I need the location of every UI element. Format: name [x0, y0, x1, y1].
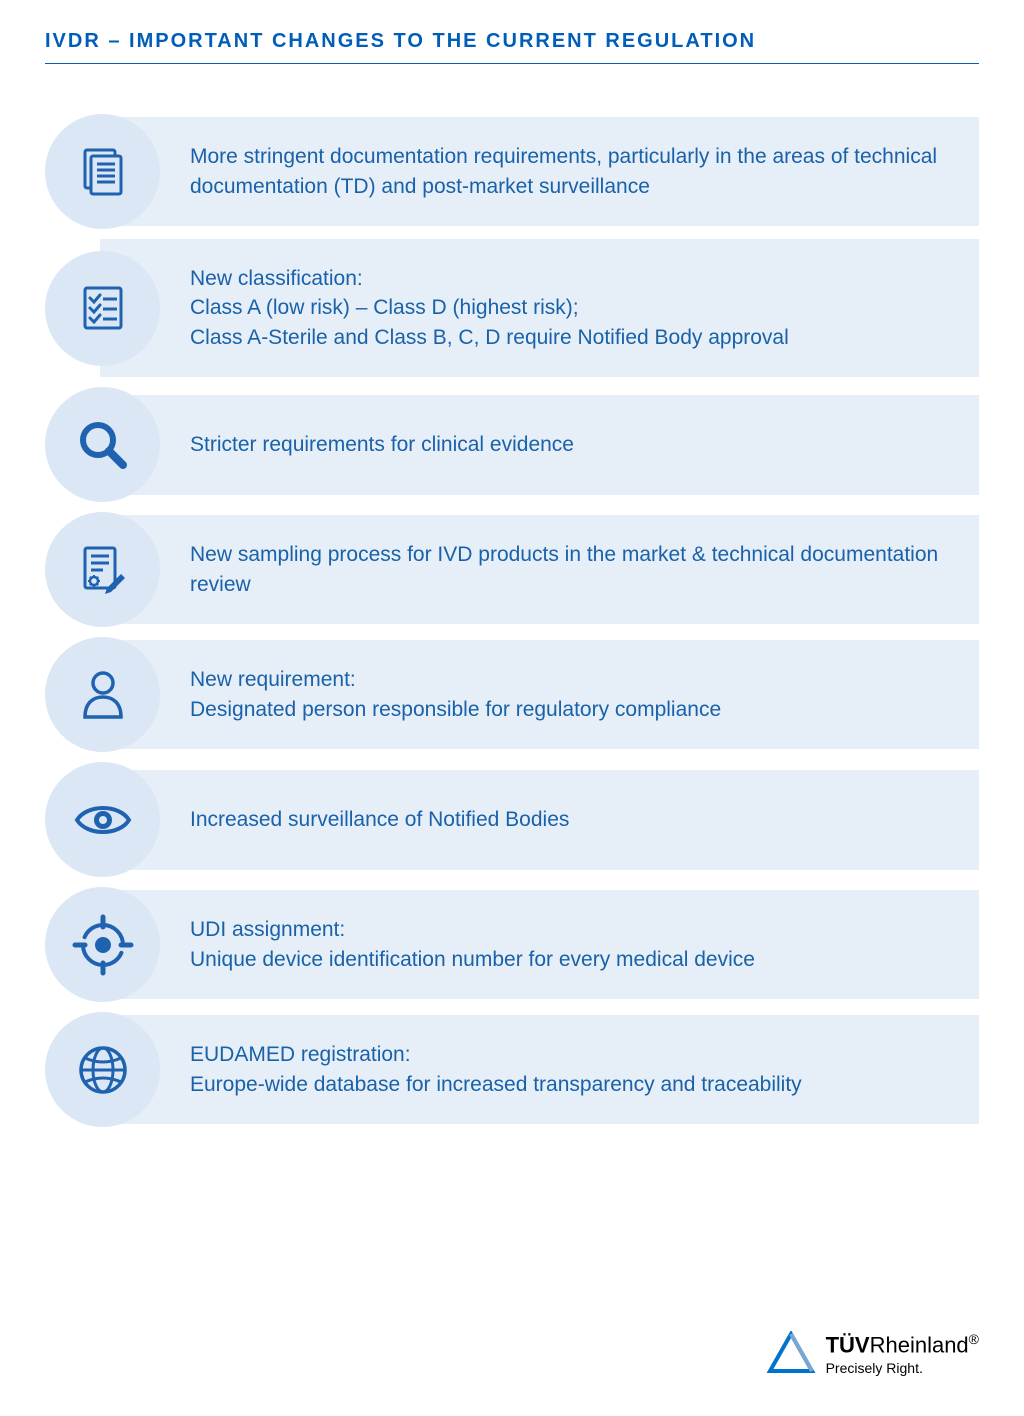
info-row: Stricter requirements for clinical evide…: [45, 387, 979, 502]
info-text: More stringent documentation requirement…: [100, 117, 979, 226]
info-row: EUDAMED registration: Europe-wide databa…: [45, 1012, 979, 1127]
tuv-triangle-icon: [766, 1331, 816, 1376]
target-icon: [45, 887, 160, 1002]
info-row: New classification: Class A (low risk) –…: [45, 239, 979, 377]
doc-edit-icon: [45, 512, 160, 627]
info-row: UDI assignment: Unique device identifica…: [45, 887, 979, 1002]
brand-tagline: Precisely Right.: [826, 1360, 979, 1376]
brand-name: TÜVRheinland®: [826, 1331, 979, 1358]
info-row: New requirement: Designated person respo…: [45, 637, 979, 752]
info-text: New classification: Class A (low risk) –…: [100, 239, 979, 377]
person-icon: [45, 637, 160, 752]
info-text: EUDAMED registration: Europe-wide databa…: [100, 1015, 979, 1124]
info-text: New requirement: Designated person respo…: [100, 640, 979, 749]
items-list: More stringent documentation requirement…: [45, 114, 979, 1127]
checklist-icon: [45, 251, 160, 366]
info-row: New sampling process for IVD products in…: [45, 512, 979, 627]
magnifier-icon: [45, 387, 160, 502]
documents-icon: [45, 114, 160, 229]
globe-icon: [45, 1012, 160, 1127]
info-text: Increased surveillance of Notified Bodie…: [100, 770, 979, 870]
footer-logo: TÜVRheinland® Precisely Right.: [766, 1331, 979, 1376]
info-row: Increased surveillance of Notified Bodie…: [45, 762, 979, 877]
eye-icon: [45, 762, 160, 877]
info-text: UDI assignment: Unique device identifica…: [100, 890, 979, 999]
page-title: IVDR – IMPORTANT CHANGES TO THE CURRENT …: [45, 30, 979, 64]
info-text: Stricter requirements for clinical evide…: [100, 395, 979, 495]
info-text: New sampling process for IVD products in…: [100, 515, 979, 624]
info-row: More stringent documentation requirement…: [45, 114, 979, 229]
